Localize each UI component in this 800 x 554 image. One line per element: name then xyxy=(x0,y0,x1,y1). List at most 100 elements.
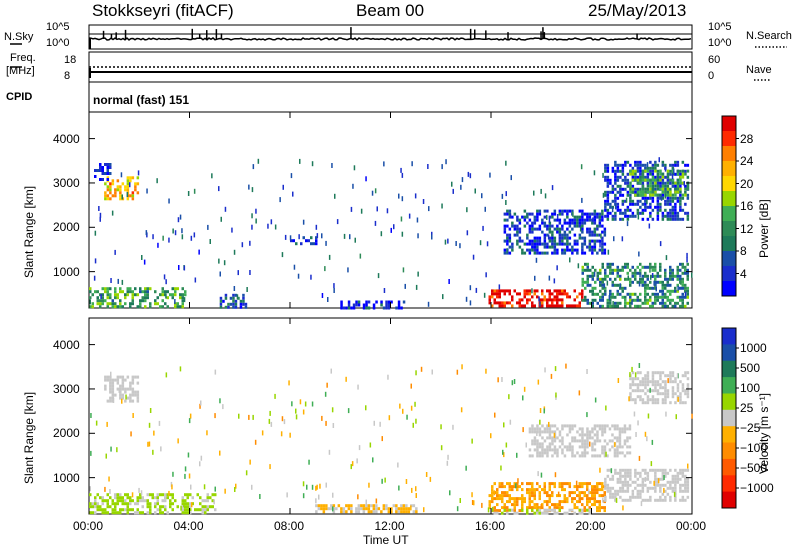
heatmap-cell xyxy=(541,430,544,434)
heatmap-cell xyxy=(674,217,677,221)
heatmap-cell xyxy=(553,248,557,252)
heatmap-cell xyxy=(674,477,677,481)
heatmap-cell xyxy=(99,293,102,297)
heatmap-cell xyxy=(508,233,512,237)
heatmap-cell xyxy=(591,265,594,269)
heatmap-cell xyxy=(556,251,559,255)
heatmap-cell xyxy=(593,454,597,458)
heatmap-cell xyxy=(583,506,586,510)
heatmap-cell xyxy=(594,280,597,284)
heatmap-cell xyxy=(360,504,363,508)
heatmap-cell xyxy=(581,277,584,281)
heatmap-cell xyxy=(561,482,564,486)
heatmap-cell xyxy=(566,239,569,243)
heatmap-cell xyxy=(601,482,604,486)
colorbar-segment xyxy=(722,328,736,345)
heatmap-cell xyxy=(546,491,549,495)
heatmap-cell xyxy=(521,497,524,501)
heatmap-cell xyxy=(234,293,238,297)
heatmap-cell xyxy=(671,211,675,215)
heatmap-cell xyxy=(551,292,554,296)
heatmap-cell xyxy=(674,401,677,405)
heatmap-speck xyxy=(351,461,354,467)
heatmap-cell xyxy=(126,511,129,515)
y-tick-label: 1000 xyxy=(53,470,80,485)
heatmap-cell xyxy=(578,301,581,305)
colorbar-segment xyxy=(722,377,736,394)
heatmap-speck xyxy=(327,297,329,302)
heatmap-cell xyxy=(496,497,499,501)
heatmap-cell xyxy=(126,396,130,400)
heatmap-cell xyxy=(596,424,599,428)
heatmap-cell xyxy=(596,491,599,495)
heatmap-cell xyxy=(588,436,592,440)
heatmap-speck xyxy=(343,233,346,239)
heatmap-cell xyxy=(661,292,664,296)
heatmap-speck xyxy=(100,294,102,300)
heatmap-cell xyxy=(629,163,632,167)
heatmap-cell xyxy=(116,305,119,309)
heatmap-cell xyxy=(586,430,589,434)
heatmap-cell xyxy=(686,371,690,375)
heatmap-cell xyxy=(639,175,642,179)
heatmap-cell xyxy=(106,287,109,291)
heatmap-cell xyxy=(119,290,122,294)
heatmap-cell xyxy=(516,230,519,234)
heatmap-cell xyxy=(558,292,561,296)
heatmap-cell xyxy=(171,293,174,297)
heatmap-cell xyxy=(558,445,562,449)
heatmap-speck xyxy=(578,390,581,396)
heatmap-cell xyxy=(666,277,669,281)
heatmap-cell xyxy=(129,176,132,180)
heatmap-cell xyxy=(159,508,162,512)
heatmap-cell xyxy=(136,182,140,186)
heatmap-cell xyxy=(541,511,544,515)
noise-left-tick-bottom: 10^0 xyxy=(46,37,70,49)
heatmap-speck xyxy=(637,214,640,220)
heatmap-cell xyxy=(634,383,637,387)
heatmap-cell xyxy=(131,176,135,180)
heatmap-cell xyxy=(109,496,112,500)
heatmap-cell xyxy=(634,304,637,308)
heatmap-cell xyxy=(513,227,517,231)
heatmap-cell xyxy=(621,474,625,478)
heatmap-cell xyxy=(397,303,401,307)
heatmap-cell xyxy=(684,389,687,393)
heatmap-cell xyxy=(244,302,248,306)
heatmap-cell xyxy=(89,493,92,497)
heatmap-cell xyxy=(551,298,554,302)
heatmap-cell xyxy=(498,482,501,486)
heatmap-speck xyxy=(658,157,660,163)
heatmap-cell xyxy=(656,274,659,278)
nave-right-tick-bottom: 0 xyxy=(708,70,715,82)
heatmap-cell xyxy=(598,509,601,513)
heatmap-cell xyxy=(553,239,557,243)
heatmap-cell xyxy=(598,506,601,510)
heatmap-cell xyxy=(189,508,192,512)
heatmap-cell xyxy=(136,393,140,397)
heatmap-cell xyxy=(681,196,685,200)
heatmap-cell xyxy=(526,491,529,495)
heatmap-cell xyxy=(624,208,627,212)
heatmap-cell xyxy=(186,508,189,512)
heatmap-cell xyxy=(581,298,584,302)
heatmap-cell xyxy=(583,445,587,449)
heatmap-cell xyxy=(99,166,102,169)
heatmap-cell xyxy=(531,482,534,486)
heatmap-cell xyxy=(536,451,539,455)
heatmap-cell xyxy=(614,301,617,305)
heatmap-cell xyxy=(521,482,524,486)
heatmap-cell xyxy=(556,451,559,455)
heatmap-cell xyxy=(94,175,97,178)
heatmap-cell xyxy=(684,374,687,378)
heatmap-cell xyxy=(641,190,645,194)
heatmap-cell xyxy=(121,381,125,385)
heatmap-cell xyxy=(679,498,682,502)
heatmap-cell xyxy=(561,304,564,308)
heatmap-cell xyxy=(161,290,164,294)
heatmap-speck xyxy=(646,199,648,205)
heatmap-cell xyxy=(603,427,607,431)
heatmap-cell xyxy=(603,227,607,231)
heatmap-cell xyxy=(641,498,645,502)
heatmap-cell xyxy=(654,166,657,170)
